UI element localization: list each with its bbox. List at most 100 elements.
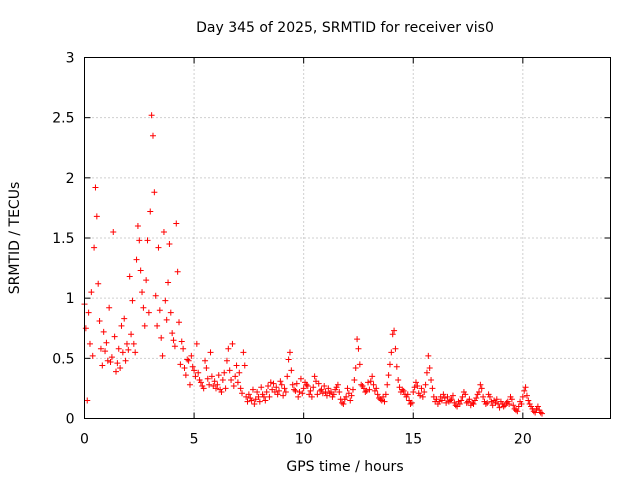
data-point bbox=[288, 367, 295, 374]
data-point bbox=[255, 393, 262, 400]
data-point bbox=[411, 384, 418, 391]
data-point bbox=[219, 376, 226, 383]
data-point bbox=[417, 392, 424, 399]
data-point bbox=[169, 330, 176, 337]
data-point bbox=[92, 184, 99, 191]
data-point bbox=[343, 393, 350, 400]
data-point bbox=[230, 383, 237, 390]
data-point bbox=[139, 289, 146, 296]
data-point bbox=[125, 346, 132, 353]
data-point bbox=[374, 391, 381, 398]
data-point bbox=[174, 268, 181, 275]
data-point bbox=[222, 385, 229, 392]
data-point bbox=[378, 397, 385, 404]
data-point bbox=[84, 397, 91, 404]
data-point bbox=[503, 399, 510, 406]
data-point bbox=[496, 404, 503, 411]
data-point bbox=[307, 387, 314, 394]
data-point bbox=[229, 340, 236, 347]
data-point bbox=[155, 244, 162, 251]
data-point bbox=[392, 345, 399, 352]
axis-ticks: 0 0.5 1 1.5 2 2.5 3 0 5 10 15 20 bbox=[52, 51, 611, 448]
data-point bbox=[296, 389, 303, 396]
data-point bbox=[370, 381, 377, 388]
data-point bbox=[522, 384, 529, 391]
data-point bbox=[532, 409, 539, 416]
data-point bbox=[293, 380, 300, 387]
data-point bbox=[117, 364, 124, 371]
x-axis-title: GPS time / hours bbox=[286, 459, 403, 475]
data-point bbox=[304, 383, 311, 390]
data-point bbox=[369, 373, 376, 380]
data-point bbox=[118, 322, 125, 329]
y-tick-label: 1.5 bbox=[52, 231, 74, 247]
data-point bbox=[163, 316, 170, 323]
data-point bbox=[449, 392, 456, 399]
data-point bbox=[82, 325, 89, 332]
data-point bbox=[189, 363, 196, 370]
data-point bbox=[156, 307, 163, 314]
data-point bbox=[258, 384, 265, 391]
data-point bbox=[408, 399, 415, 406]
data-point bbox=[440, 391, 447, 398]
data-point bbox=[447, 397, 454, 404]
data-point bbox=[362, 389, 369, 396]
data-point bbox=[282, 389, 289, 396]
data-point bbox=[110, 228, 117, 235]
y-tick-label: 2.5 bbox=[52, 111, 74, 127]
data-point bbox=[292, 387, 299, 394]
data-point bbox=[185, 357, 192, 364]
data-point bbox=[202, 357, 209, 364]
data-point bbox=[422, 381, 429, 388]
data-point bbox=[151, 189, 158, 196]
data-point bbox=[128, 331, 135, 338]
data-point bbox=[344, 385, 351, 392]
data-point bbox=[228, 376, 235, 383]
y-tick-label: 2 bbox=[66, 171, 75, 187]
data-point bbox=[159, 352, 166, 359]
plot-frame bbox=[84, 57, 611, 419]
data-point bbox=[477, 381, 484, 388]
data-point bbox=[443, 399, 450, 406]
data-point bbox=[165, 279, 172, 286]
data-point bbox=[423, 369, 430, 376]
data-point bbox=[404, 391, 411, 398]
data-point bbox=[284, 373, 291, 380]
data-point bbox=[289, 381, 296, 388]
data-point bbox=[334, 381, 341, 388]
data-point bbox=[143, 277, 150, 284]
data-point bbox=[85, 309, 92, 316]
data-point bbox=[200, 385, 207, 392]
data-point bbox=[297, 375, 304, 382]
y-tick-label: 0 bbox=[66, 412, 75, 428]
data-point bbox=[400, 387, 407, 394]
data-point bbox=[470, 401, 477, 408]
data-point bbox=[462, 391, 469, 398]
data-point bbox=[214, 381, 221, 388]
data-point bbox=[444, 393, 451, 400]
data-point bbox=[237, 385, 244, 392]
data-point bbox=[325, 385, 332, 392]
data-point bbox=[195, 369, 202, 376]
data-point bbox=[300, 385, 307, 392]
data-point bbox=[213, 385, 219, 392]
data-point bbox=[265, 383, 272, 390]
data-point bbox=[249, 386, 256, 393]
data-point bbox=[339, 399, 346, 406]
data-point bbox=[234, 379, 241, 386]
data-point bbox=[191, 367, 198, 374]
data-point bbox=[197, 379, 204, 386]
data-point bbox=[388, 349, 395, 356]
data-point bbox=[512, 407, 519, 414]
data-point bbox=[286, 349, 293, 356]
data-point bbox=[391, 327, 398, 334]
data-point bbox=[113, 368, 120, 375]
data-point bbox=[181, 364, 188, 371]
data-point bbox=[193, 340, 200, 347]
data-point bbox=[478, 385, 485, 392]
data-point bbox=[448, 396, 455, 403]
data-point bbox=[384, 381, 391, 388]
data-point bbox=[149, 132, 156, 139]
data-point bbox=[136, 237, 143, 244]
data-point bbox=[421, 389, 428, 396]
